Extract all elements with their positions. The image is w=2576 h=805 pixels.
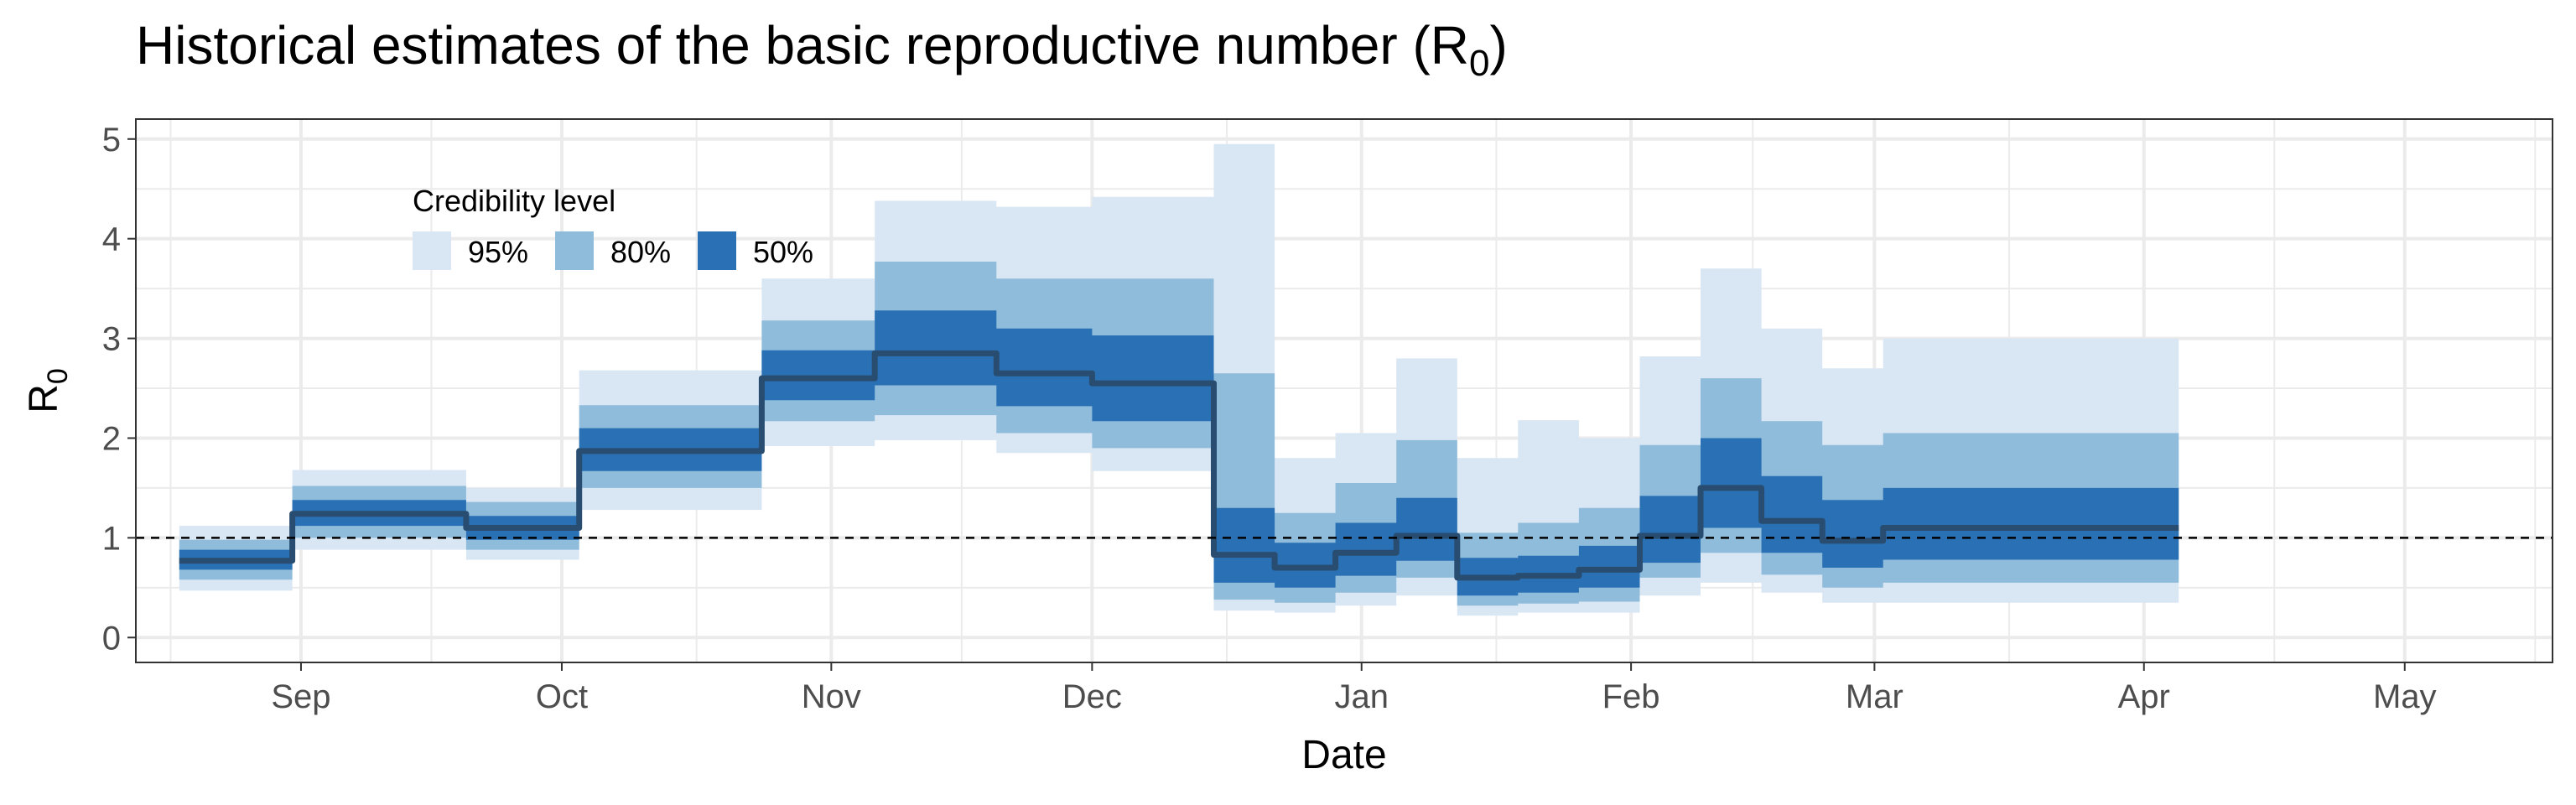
y-axis-title-subscript: 0 [42, 368, 74, 384]
y-tick-label: 4 [102, 221, 121, 258]
x-axis: Sep Oct Nov Dec Jan Feb Mar Apr May [271, 662, 2437, 715]
x-tick-label: Jan [1334, 678, 1389, 715]
y-tick-label: 5 [102, 122, 121, 158]
x-tick-label: May [2373, 678, 2437, 715]
band-50-area [179, 310, 2179, 596]
y-axis-title: R0 [22, 368, 74, 413]
median-path [179, 350, 2179, 581]
legend-title: Credibility level [413, 184, 615, 218]
chart-title-main: Historical estimates of the basic reprod… [136, 15, 1469, 75]
x-tick-label: Mar [1846, 678, 1903, 715]
plot-border [135, 118, 2553, 663]
x-tick-label: Nov [802, 678, 861, 715]
legend: Credibility level 95% 80% 50% [413, 184, 813, 270]
median-line [179, 350, 2179, 581]
legend-label-95: 95% [468, 235, 528, 269]
legend-swatch-80 [555, 231, 594, 270]
y-axis: 0 1 2 3 4 5 [102, 122, 136, 657]
y-axis-title-main: R [22, 384, 66, 413]
chart-title: Historical estimates of the basic reprod… [136, 15, 1508, 84]
x-tick-label: Apr [2118, 678, 2170, 715]
chart-title-subscript: 0 [1469, 43, 1489, 84]
y-tick-label: 2 [102, 420, 121, 457]
x-tick-label: Sep [271, 678, 330, 715]
x-tick-label: Dec [1062, 678, 1122, 715]
chart-title-suffix: ) [1489, 15, 1507, 75]
band-50 [179, 310, 2179, 596]
x-tick-label: Oct [536, 678, 588, 715]
legend-swatch-95 [413, 231, 451, 270]
legend-swatch-50 [698, 231, 736, 270]
y-tick-label: 1 [102, 520, 121, 557]
x-tick-label: Feb [1602, 678, 1660, 715]
legend-label-80: 80% [610, 235, 671, 269]
y-tick-label: 3 [102, 321, 121, 358]
legend-label-50: 50% [753, 235, 813, 269]
x-axis-title: Date [1301, 733, 1386, 777]
y-tick-label: 0 [102, 620, 121, 657]
